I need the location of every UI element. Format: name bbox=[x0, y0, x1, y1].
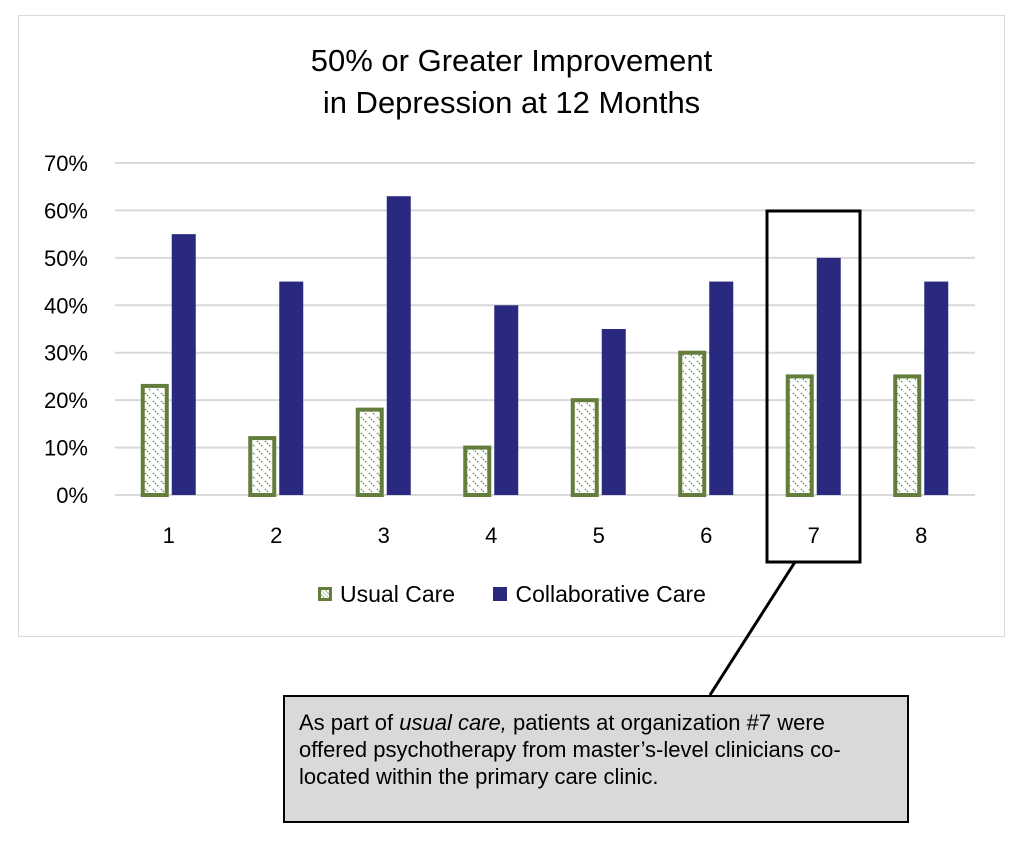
y-tick-label: 40% bbox=[44, 293, 88, 318]
legend-item-usual-care: Usual Care bbox=[318, 581, 455, 608]
legend-swatch-usual-care bbox=[318, 587, 333, 601]
x-tick-label: 7 bbox=[808, 523, 820, 548]
y-tick-label: 60% bbox=[44, 198, 88, 223]
bar-collaborative-care bbox=[279, 281, 304, 495]
x-tick-label: 6 bbox=[700, 523, 712, 548]
x-tick-label: 1 bbox=[163, 523, 175, 548]
legend-label: Collaborative Care bbox=[515, 580, 706, 607]
bar-collaborative-care bbox=[494, 305, 519, 495]
annotation-emphasis: usual care, bbox=[399, 710, 507, 735]
bar-collaborative-care bbox=[816, 257, 841, 495]
annotation-prefix: As part of bbox=[299, 710, 400, 735]
x-tick-label: 4 bbox=[485, 523, 497, 548]
y-tick-label: 70% bbox=[44, 151, 88, 176]
callout-leader-line bbox=[708, 561, 797, 696]
bar-usual-care bbox=[355, 407, 384, 497]
x-tick-label: 3 bbox=[378, 523, 390, 548]
title-line-1: 50% or Greater Improvement bbox=[310, 43, 713, 78]
annotation-callout: As part of usual care, patients at organ… bbox=[283, 695, 909, 823]
x-tick-label: 8 bbox=[915, 523, 927, 548]
bar-usual-care bbox=[463, 445, 492, 498]
y-tick-label: 50% bbox=[44, 246, 88, 271]
chart-frame bbox=[18, 15, 1005, 637]
bar-usual-care bbox=[570, 398, 599, 497]
y-tick-label: 20% bbox=[44, 388, 88, 413]
bar-collaborative-care bbox=[386, 196, 411, 495]
chart-title: 50% or Greater Improvement in Depression… bbox=[18, 40, 1005, 124]
y-tick-label: 30% bbox=[44, 341, 88, 366]
y-tick-label: 10% bbox=[44, 436, 88, 461]
legend-item-collaborative-care: Collaborative Care bbox=[493, 580, 706, 608]
legend-label: Usual Care bbox=[340, 580, 456, 607]
x-tick-label: 5 bbox=[593, 523, 605, 548]
title-line-2: in Depression at 12 Months bbox=[322, 85, 701, 120]
bar-collaborative-care bbox=[709, 281, 734, 495]
bar-usual-care bbox=[140, 383, 169, 497]
bar-collaborative-care bbox=[171, 234, 196, 495]
bar-usual-care bbox=[893, 374, 922, 497]
bar-usual-care bbox=[785, 374, 814, 497]
highlight-box bbox=[765, 209, 862, 564]
y-tick-label: 0% bbox=[56, 483, 88, 508]
x-tick-label: 2 bbox=[270, 523, 282, 548]
bar-collaborative-care bbox=[601, 329, 626, 495]
annotation-text: patients at organization #7 were offered… bbox=[299, 710, 841, 789]
bar-usual-care bbox=[248, 436, 277, 498]
bar-usual-care bbox=[678, 350, 707, 498]
legend-swatch-collaborative-care bbox=[493, 587, 508, 601]
legend: Usual Care Collaborative Care bbox=[0, 580, 1024, 608]
bar-collaborative-care bbox=[924, 281, 949, 495]
